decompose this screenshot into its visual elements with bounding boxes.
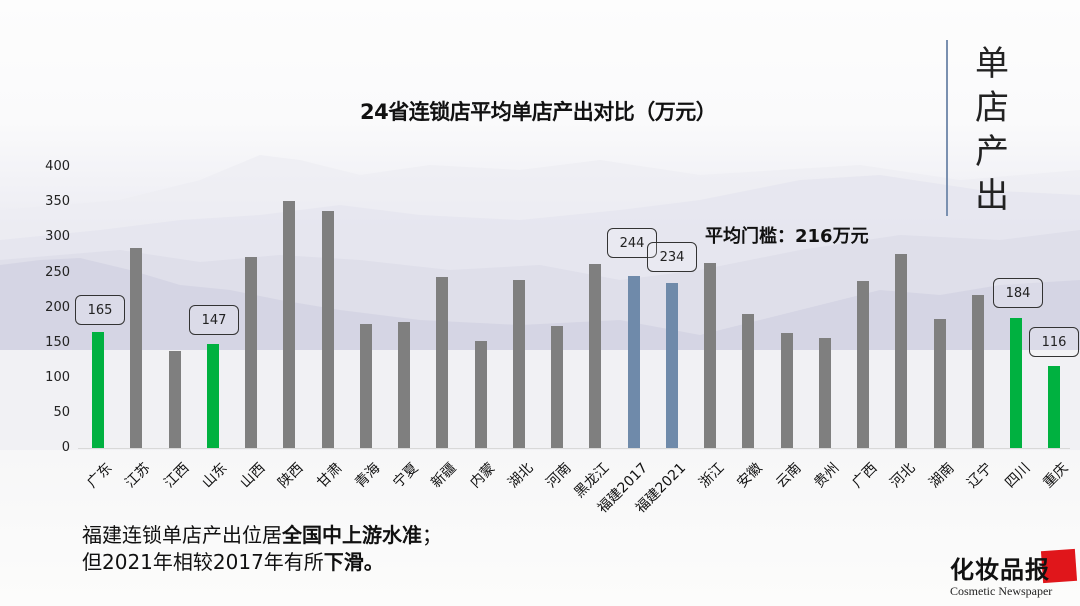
bar: 152 [474,340,487,448]
side-title: 单 店 产 出 [968,42,1016,218]
side-title-char: 店 [975,88,1009,128]
x-tick-label: 安徽 [734,460,766,492]
bar: 137 [168,351,181,448]
x-tick-label: 江西 [160,460,192,492]
note-emphasis: 下滑。 [323,550,384,574]
bar: 147 [206,344,219,448]
note-text: ； [422,523,442,547]
bar: 165 [92,331,104,448]
y-tick: 250 [45,265,70,280]
y-tick: 100 [45,370,70,385]
x-tick-label: 宁夏 [390,460,422,492]
bar: 184 [1010,318,1022,448]
bar: 275 [895,254,908,448]
x-tick-label: 河北 [887,460,919,492]
bar: 243 [436,276,449,448]
data-label-fujian-2021: 234 [647,242,697,272]
bar: 350 [283,201,296,448]
data-label-chongqing: 116 [1029,327,1079,357]
logo-text-en: Cosmetic Newspaper [950,584,1053,598]
note-emphasis: 全国中上游水准 [282,523,422,547]
data-label-guangdong: 165 [75,295,125,325]
logo-text-cn-highlight: 报 [1025,555,1050,584]
bar: 271 [245,256,257,448]
y-tick: 350 [45,194,70,209]
data-label-shandong: 147 [189,305,239,335]
y-tick: 400 [45,159,70,174]
data-label-sichuan: 184 [993,278,1043,308]
bar: 163 [780,333,793,448]
bar: 217 [971,295,984,448]
x-tick-label: 四川 [1002,460,1034,492]
x-tick-label: 江苏 [122,460,154,492]
bar: 261 [589,264,602,448]
x-tick-label: 湖南 [925,460,957,492]
note-text: 但2021年相较2017年有所 [82,550,324,574]
y-tick: 50 [53,405,70,420]
bar: 262 [704,263,716,448]
bar: 116 [1048,366,1061,448]
x-tick-label: 山东 [199,460,231,492]
x-tick-label: 青海 [352,460,384,492]
chart-title: 24省连锁店平均单店产出对比（万元） [360,100,717,124]
note-text: 福建连锁单店产出位居 [82,523,282,547]
x-tick-label: 新疆 [428,460,460,492]
bar: 284 [130,247,143,448]
side-title-char: 出 [975,176,1009,216]
y-tick: 200 [45,300,70,315]
x-tick-label: 湖北 [505,460,537,492]
x-tick-label: 广西 [849,460,881,492]
x-axis-line [78,448,1070,449]
conclusion-note: 福建连锁单店产出位居全国中上游水准； 但2021年相较2017年有所下滑。 [82,522,442,576]
bar: 190 [742,314,755,448]
bar: 156 [818,338,831,448]
mountain-background [0,155,1080,450]
bar: 179 [398,321,410,448]
title-divider [946,40,948,216]
x-tick-label: 浙江 [696,460,728,492]
note-line-1: 福建连锁单店产出位居全国中上游水准； [82,522,442,549]
note-line-2: 但2021年相较2017年有所下滑。 [82,549,442,576]
x-tick-label: 甘肃 [313,460,345,492]
cosmetic-newspaper-logo: 化妆品报 Cosmetic Newspaper [950,548,1078,599]
bar: 234 [665,283,678,448]
x-tick-label: 山西 [237,460,269,492]
bar: 176 [359,323,372,448]
side-title-char: 产 [975,132,1009,172]
y-tick: 0 [61,440,70,455]
logo-text-cn: 化妆品 [950,555,1025,584]
bar: 173 [551,326,563,448]
x-tick-label: 辽宁 [964,460,996,492]
bar: 238 [512,280,525,448]
x-tick-label: 云南 [772,460,804,492]
bar: 183 [933,319,946,448]
bar: 237 [857,280,869,448]
x-tick-label: 广东 [84,460,116,492]
average-threshold-label: 平均门槛：216万元 [705,226,869,247]
bar: 244 [627,275,640,448]
y-tick: 150 [45,335,70,350]
x-tick-label: 陕西 [275,460,307,492]
x-tick-label: 内蒙 [466,460,498,492]
y-tick: 300 [45,229,70,244]
side-title-char: 单 [975,44,1009,84]
x-tick-label: 重庆 [1040,460,1072,492]
bar: 336 [321,211,334,448]
x-tick-label: 贵州 [811,460,843,492]
